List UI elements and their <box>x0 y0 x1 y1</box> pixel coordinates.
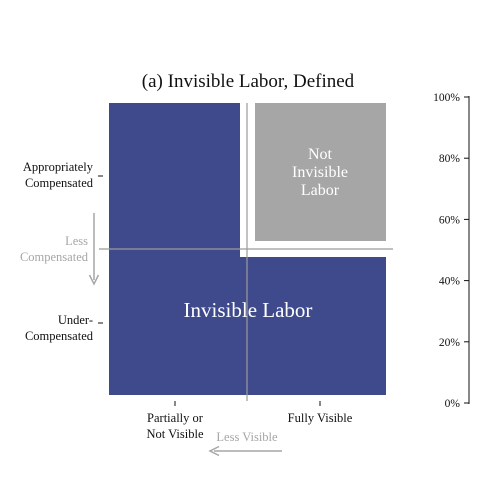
y-top-label-line2: Compensated <box>25 176 94 190</box>
not-invisible-label-line2: Invisible <box>292 164 348 181</box>
y-top-label-line1: Appropriately <box>23 160 94 174</box>
not-invisible-labor-region <box>255 103 386 241</box>
right-scale-tick-label: 20% <box>439 337 461 349</box>
less-visible-label: Less Visible <box>216 430 278 444</box>
less-compensated-line1: Less <box>65 234 88 248</box>
invisible-labor-bottom-block <box>240 257 386 395</box>
not-invisible-labor-label: Not Invisible Labor <box>292 146 348 199</box>
x-axis-right-label: Fully Visible <box>288 411 353 425</box>
y-axis-top-label: Appropriately Compensated <box>23 160 94 190</box>
less-visible-indicator: Less Visible <box>208 430 282 457</box>
right-scale-tick-label: 60% <box>439 214 461 226</box>
y-axis-bottom-label: Under- Compensated <box>25 313 94 343</box>
less-compensated-arrow-head-icon <box>88 274 100 286</box>
x-left-label-line1: Partially or <box>147 411 204 425</box>
right-scale-tick-label: 80% <box>439 153 461 165</box>
not-invisible-label-line1: Not <box>308 146 333 163</box>
invisible-labor-label: Invisible Labor <box>184 298 313 322</box>
y-bottom-label-line1: Under- <box>58 313 93 327</box>
right-scale-tick-label: 0% <box>445 398 461 410</box>
less-compensated-line2: Compensated <box>20 250 89 264</box>
not-invisible-label-line3: Labor <box>301 182 340 199</box>
right-scale-tick-label: 40% <box>439 276 461 288</box>
right-percentage-scale: 100% 80% 60% 40% 20% 0% <box>433 92 470 410</box>
less-visible-arrow-head-icon <box>208 445 220 457</box>
x-axis-left-label: Partially or Not Visible <box>146 411 203 441</box>
y-bottom-label-line2: Compensated <box>25 329 94 343</box>
less-compensated-indicator: Less Compensated <box>20 213 100 286</box>
right-scale-tick-label: 100% <box>433 92 460 104</box>
x-left-label-line2: Not Visible <box>146 427 203 441</box>
diagram-title: (a) Invisible Labor, Defined <box>142 71 355 92</box>
